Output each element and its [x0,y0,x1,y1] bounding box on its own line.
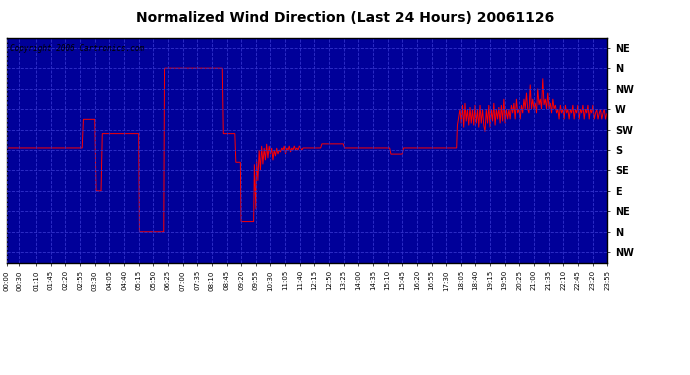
Text: Normalized Wind Direction (Last 24 Hours) 20061126: Normalized Wind Direction (Last 24 Hours… [136,11,554,25]
Text: Copyright 2006 Cartronics.com: Copyright 2006 Cartronics.com [10,44,144,53]
